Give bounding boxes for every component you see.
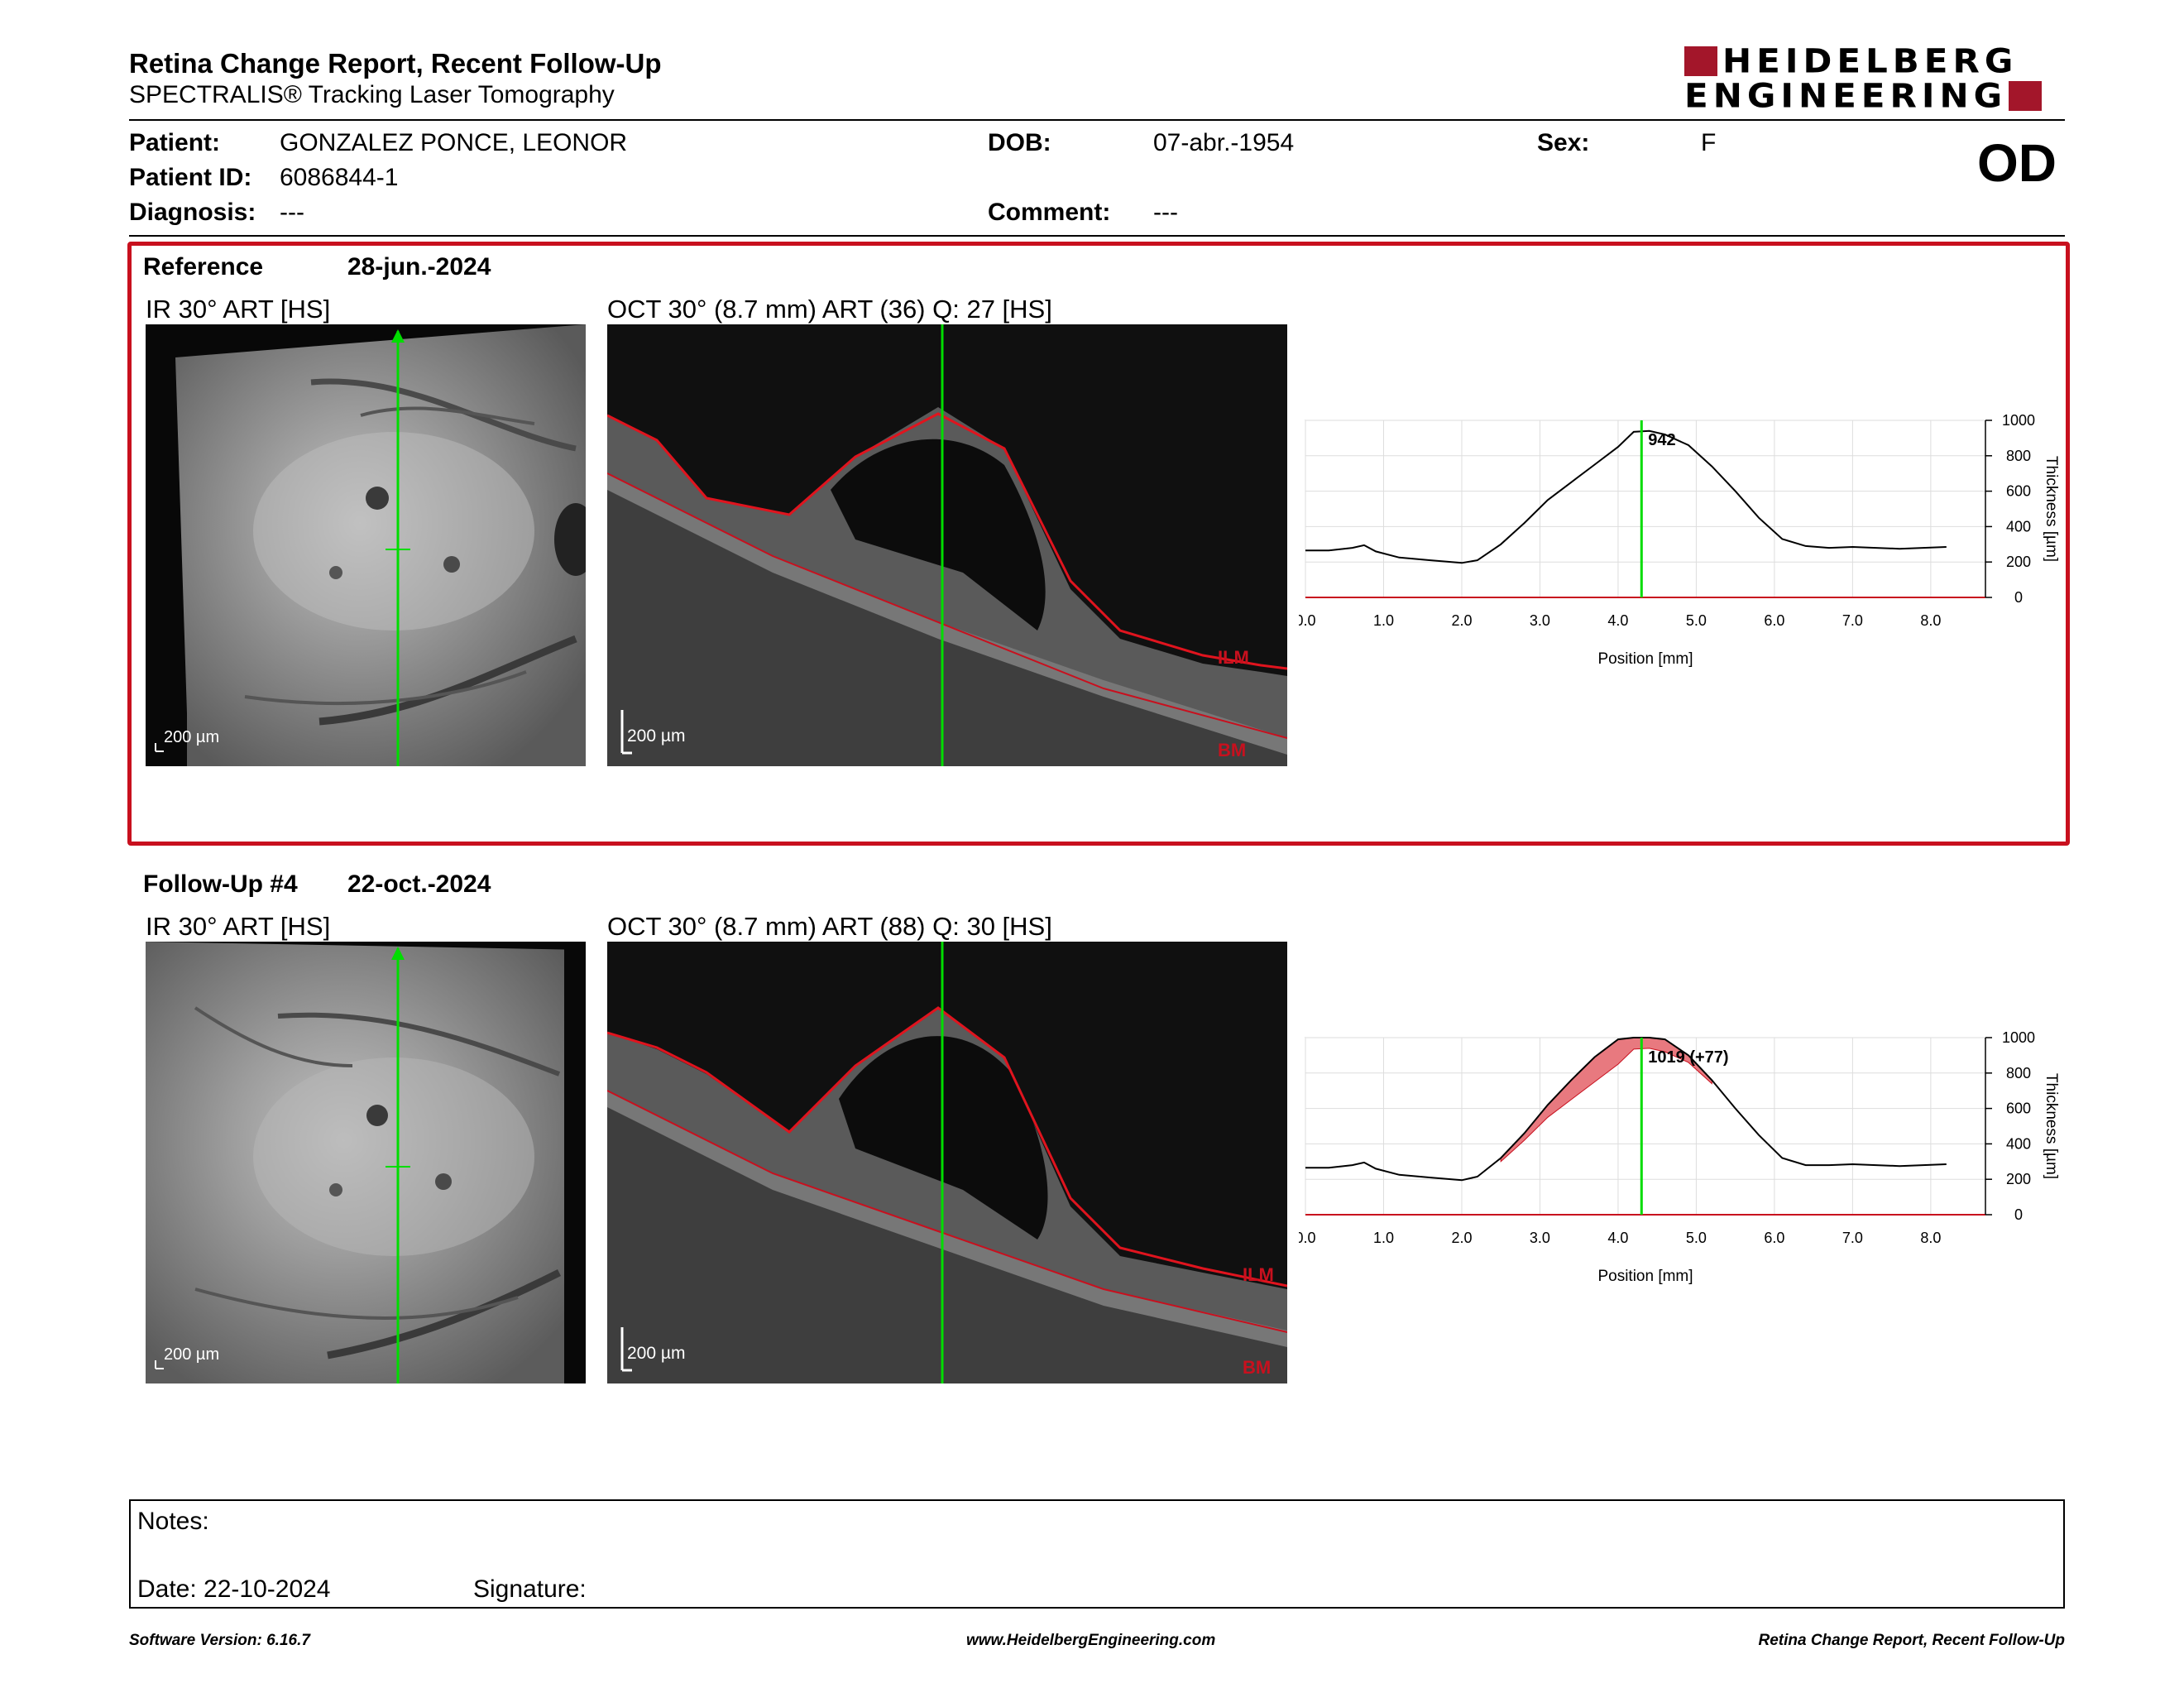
thickness-line	[1305, 429, 1947, 564]
footer-report-name: Retina Change Report, Recent Follow-Up	[1758, 1632, 2065, 1649]
followup-date: 22-oct.-2024	[347, 870, 491, 898]
y-tick-label: 200	[2006, 554, 2031, 570]
comment-value: ---	[1153, 199, 1178, 226]
x-tick-label: 7.0	[1842, 1230, 1863, 1246]
peak-thickness-label: 1019 (+77)	[1648, 1048, 1728, 1067]
y-axis-label: Thickness [µm]	[2043, 456, 2060, 562]
x-tick-label: 4.0	[1607, 1230, 1628, 1246]
plot-area	[1305, 1037, 1986, 1216]
followup-ilm-label: ILM	[1243, 1264, 1274, 1285]
diagnosis-label: Diagnosis:	[129, 199, 256, 226]
reference-label: Reference	[143, 253, 264, 281]
reference-ir-image[interactable]: 200 µm	[146, 324, 586, 766]
sex-label: Sex:	[1537, 129, 1590, 156]
reference-ilm-label: ILM	[1218, 647, 1249, 668]
followup-bm-label: BM	[1243, 1357, 1272, 1378]
patient-label: Patient:	[129, 129, 221, 156]
logo-square-icon	[1684, 46, 1717, 76]
eye-indicator: OD	[1977, 133, 2057, 193]
diagnosis-value: ---	[280, 199, 304, 226]
dob-value: 07-abr.-1954	[1153, 129, 1295, 156]
logo-line-2: ENGINEERING	[1684, 76, 2008, 115]
x-tick-label: 1.0	[1373, 1230, 1394, 1246]
x-tick-label: 8.0	[1920, 612, 1941, 629]
plot-area	[1305, 420, 1986, 598]
y-tick-label: 1000	[2002, 1029, 2035, 1046]
y-tick-label: 400	[2006, 518, 2031, 535]
x-tick-label: 0.0	[1299, 1230, 1316, 1246]
reference-highlight-box	[127, 242, 2070, 846]
reference-oct-image[interactable]: 200 µm ILM BM	[607, 324, 1287, 766]
x-tick-label: 6.0	[1764, 1230, 1784, 1246]
y-tick-label: 600	[2006, 1101, 2031, 1117]
header-divider	[129, 119, 2065, 121]
reference-ir-label: IR 30° ART [HS]	[146, 295, 331, 324]
reference-bm-label: BM	[1218, 740, 1247, 760]
y-tick-label: 400	[2006, 1135, 2031, 1152]
reference-oct-label: OCT 30° (8.7 mm) ART (36) Q: 27 [HS]	[607, 295, 1052, 324]
y-tick-label: 200	[2006, 1171, 2031, 1187]
sex-value: F	[1701, 129, 1717, 156]
y-tick-label: 600	[2006, 483, 2031, 500]
x-tick-label: 3.0	[1530, 612, 1550, 629]
reference-date: 28-jun.-2024	[347, 253, 491, 281]
followup-oct-label: OCT 30° (8.7 mm) ART (88) Q: 30 [HS]	[607, 912, 1052, 941]
x-tick-label: 4.0	[1607, 612, 1628, 629]
footer-website[interactable]: www.HeidelbergEngineering.com	[966, 1632, 1216, 1649]
followup-thickness-chart: 0.0 1.0 2.0 3.0 4.0 5.0 6.0 7.0 8.0 0 200 400 600 800…	[1299, 1029, 2060, 1285]
patient-name: GONZALEZ PONCE, LEONOR	[280, 129, 628, 156]
x-axis-label: Position [mm]	[1597, 1268, 1693, 1285]
patient-divider	[129, 235, 2065, 237]
x-tick-label: 8.0	[1920, 1230, 1941, 1246]
followup-ir-scale: 200 µm	[164, 1345, 220, 1364]
followup-oct-scale: 200 µm	[627, 1344, 686, 1363]
x-tick-label: 2.0	[1451, 612, 1472, 629]
logo-square-icon	[2009, 81, 2043, 111]
patient-id-label: Patient ID:	[129, 164, 252, 191]
report-subtitle: SPECTRALIS® Tracking Laser Tomography	[129, 81, 615, 108]
y-axis-label: Thickness [µm]	[2043, 1073, 2060, 1179]
followup-ir-image[interactable]: 200 µm	[146, 942, 586, 1383]
heidelberg-logo: HEIDELBERG ENGINEERING	[1684, 41, 2043, 115]
report-title: Retina Change Report, Recent Follow-Up	[129, 48, 662, 79]
followup-label: Follow-Up #4	[143, 870, 298, 898]
reference-ir-scale: 200 µm	[164, 728, 220, 746]
reference-thickness-chart: 0.0 1.0 2.0 3.0 4.0 5.0 6.0 7.0 8.0 0 200 400 600 800…	[1299, 412, 2060, 668]
x-tick-label: 5.0	[1686, 612, 1707, 629]
peak-thickness-label: 942	[1648, 431, 1675, 449]
followup-oct-image[interactable]: 200 µm ILM BM	[607, 942, 1287, 1383]
followup-ir-label: IR 30° ART [HS]	[146, 912, 331, 941]
y-tick-label: 0	[2014, 589, 2023, 606]
comment-label: Comment:	[988, 199, 1111, 226]
notes-box[interactable]: Notes: Date: 22-10-2024 Signature:	[129, 1499, 2065, 1609]
y-tick-label: 800	[2006, 1065, 2031, 1081]
y-tick-label: 1000	[2002, 412, 2035, 429]
y-tick-label: 0	[2014, 1206, 2023, 1223]
x-tick-label: 0.0	[1299, 612, 1316, 629]
y-tick-label: 800	[2006, 448, 2031, 464]
x-tick-label: 1.0	[1373, 612, 1394, 629]
x-tick-label: 7.0	[1842, 612, 1863, 629]
patient-id: 6086844-1	[280, 164, 399, 191]
reference-oct-scale: 200 µm	[627, 727, 686, 746]
thickness-line	[1305, 1037, 1947, 1182]
logo-line-1: HEIDELBERG	[1722, 41, 2019, 80]
notes-label: Notes:	[137, 1508, 209, 1535]
dob-label: DOB:	[988, 129, 1051, 156]
notes-date: Date: 22-10-2024	[137, 1575, 331, 1603]
footer-software-version: Software Version: 6.16.7	[129, 1632, 310, 1649]
signature-label: Signature:	[473, 1575, 587, 1603]
x-tick-label: 3.0	[1530, 1230, 1550, 1246]
x-tick-label: 6.0	[1764, 612, 1784, 629]
x-axis-label: Position [mm]	[1597, 650, 1693, 668]
x-tick-label: 2.0	[1451, 1230, 1472, 1246]
x-tick-label: 5.0	[1686, 1230, 1707, 1246]
